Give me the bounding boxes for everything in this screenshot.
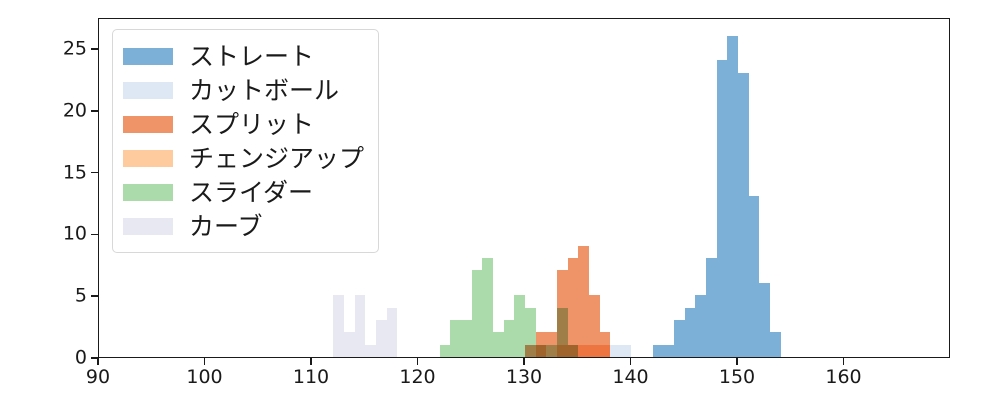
histogram-bar [738,72,749,357]
histogram-bar [546,344,557,357]
histogram-bar [461,319,472,357]
y-tick-label: 0 [74,346,87,369]
legend-color-swatch-icon [123,81,173,99]
legend-color-swatch-icon [123,115,173,133]
histogram-bar [759,282,770,357]
y-tick-label: 25 [62,37,87,60]
histogram-bar [588,295,600,357]
legend-item-label: カーブ [189,211,263,241]
histogram-bar [695,295,707,357]
x-tick-label: 150 [718,366,756,388]
y-tick-label: 20 [62,99,87,122]
histogram-bar [354,295,366,357]
y-tick-mark [91,233,98,236]
y-tick-label: 10 [62,222,87,245]
histogram-bar [514,295,525,357]
x-tick-mark [310,358,312,365]
histogram-bar [769,332,781,357]
legend-item[interactable]: スライダー [123,175,364,209]
histogram-bar [727,35,738,357]
x-tick-label: 120 [399,366,436,388]
x-tick-label: 130 [505,366,543,388]
x-tick-label: 110 [292,366,330,388]
legend-item-label: カットボール [189,75,340,105]
legend-item-label: チェンジアップ [189,143,365,173]
histogram-bar [439,344,451,357]
histogram-bar [365,344,376,357]
x-tick-mark [842,358,845,365]
histogram-bar [386,307,398,357]
legend-item-label: スライダー [189,177,314,207]
y-tick-mark [91,295,98,297]
histogram-bar [578,344,589,357]
x-tick-mark [203,358,206,365]
histogram-bar [663,344,675,357]
histogram-bar [684,307,696,357]
y-tick-label: 5 [74,284,87,307]
histogram-bar [674,319,685,357]
histogram-bar [610,344,621,357]
histogram-bar [567,258,579,357]
legend-color-swatch-icon [123,217,173,235]
histogram-bar [525,307,536,357]
y-axis: 0 5 10 15 20 25 [0,0,98,400]
histogram-bar [599,344,611,357]
histogram-bar [578,245,589,357]
histogram-bar [716,60,728,357]
histogram-bar [620,344,632,357]
legend-color-swatch-icon [123,47,173,65]
legend-item-label: スプリット [189,109,315,139]
x-tick-label: 90 [85,366,111,388]
histogram-bar [450,319,462,357]
histogram-bar [748,196,760,357]
legend-item[interactable]: カーブ [123,209,364,243]
histogram-bar [375,319,387,357]
histogram-bars-layer [99,19,949,357]
x-tick-mark [629,358,632,365]
x-tick-label: 100 [186,366,223,388]
y-tick-label: 15 [62,161,87,184]
histogram-bar [343,332,355,357]
histogram-bar [588,344,600,357]
x-tick-mark [523,358,525,365]
histogram-bar [471,270,483,357]
histogram-bar [652,344,664,357]
histogram-bar [706,258,717,357]
legend-item[interactable]: ストレート [123,39,364,73]
histogram-bar [493,332,504,357]
y-tick-mark [91,357,98,359]
histogram-bar [503,319,515,357]
legend-color-swatch-icon [123,183,173,201]
legend-item[interactable]: スプリット [123,107,364,141]
x-tick-label: 140 [612,366,649,388]
y-tick-mark [91,171,98,174]
histogram-bar [567,344,579,357]
histogram-bar [556,307,568,357]
x-tick-mark [97,358,99,365]
x-tick-mark [736,358,738,365]
legend-item[interactable]: カットボール [123,73,364,107]
x-tick-label: 160 [825,366,862,388]
y-tick-mark [91,109,98,112]
legend-color-swatch-icon [123,149,173,167]
y-tick-mark [91,48,98,50]
histogram-bar [333,295,344,357]
x-tick-mark [416,358,419,365]
legend[interactable]: ストレートカットボール スプリットチェンジアップ スライダーカーブ [112,29,380,253]
legend-item[interactable]: チェンジアップ [123,141,364,175]
legend-item-label: ストレート [189,41,315,71]
histogram-bar [482,258,494,357]
histogram-bar [535,344,547,357]
